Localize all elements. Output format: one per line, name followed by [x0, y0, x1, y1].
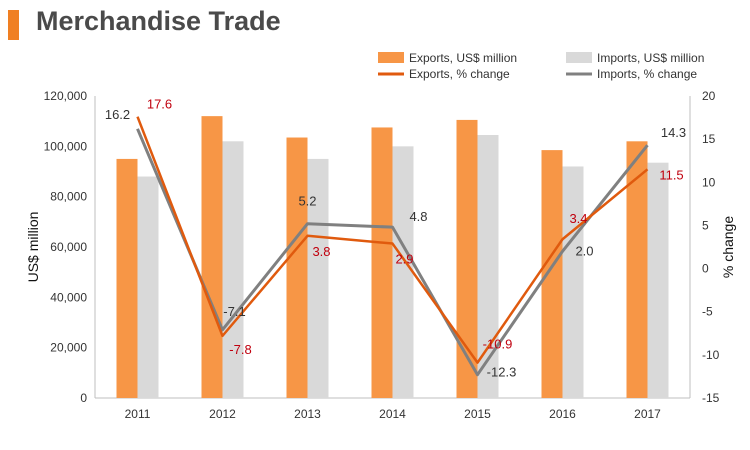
- imports-bar: [137, 176, 159, 398]
- legend-imports-bar-label: Imports, US$ million: [597, 51, 704, 65]
- exports-pct-label: 3.8: [312, 244, 330, 259]
- y2-tick-label: 0: [702, 262, 709, 276]
- legend-exports-bar-swatch: [378, 52, 404, 63]
- imports-bar: [647, 162, 669, 398]
- imports-pct-label: 4.8: [409, 209, 427, 224]
- x-tick-label: 2011: [125, 407, 151, 421]
- legend-imports-line-label: Imports, % change: [597, 67, 697, 81]
- exports-pct-label: -7.8: [229, 342, 251, 357]
- legend-exports-line-label: Exports, % change: [409, 67, 510, 81]
- exports-bar: [456, 119, 478, 399]
- imports-bar: [477, 135, 499, 398]
- imports-bar: [307, 158, 329, 398]
- y2-tick-label: -15: [702, 391, 720, 405]
- exports-bar: [541, 150, 563, 398]
- legend-exports-bar-label: Exports, US$ million: [409, 51, 517, 65]
- y-tick-label: 0: [80, 391, 87, 405]
- imports-pct-label: -7.1: [223, 304, 245, 319]
- y-axis-title: US$ million: [25, 212, 41, 283]
- exports-pct-label: 17.6: [147, 97, 172, 112]
- x-tick-label: 2013: [294, 407, 321, 421]
- y-tick-label: 60,000: [50, 240, 87, 254]
- imports-bar: [562, 166, 584, 398]
- y-tick-label: 20,000: [50, 341, 87, 355]
- y2-tick-label: 10: [702, 175, 716, 189]
- exports-pct-label: 3.4: [569, 211, 587, 226]
- exports-bar: [201, 116, 223, 398]
- exports-pct-label: 2.9: [395, 252, 413, 267]
- imports-pct-label: 5.2: [298, 194, 316, 209]
- imports-pct-label: -12.3: [487, 365, 517, 380]
- exports-pct-label: 11.5: [659, 167, 683, 182]
- x-tick-label: 2015: [464, 407, 491, 421]
- legend-imports-bar-swatch: [566, 52, 592, 63]
- imports-pct-line: [136, 128, 649, 377]
- y-tick-label: 100,000: [44, 139, 88, 153]
- exports-bar: [286, 137, 308, 398]
- page-title: Merchandise Trade: [36, 6, 281, 36]
- y2-tick-label: 20: [702, 89, 716, 103]
- y2-tick-label: -5: [702, 305, 713, 319]
- x-tick-label: 2017: [634, 407, 661, 421]
- imports-pct-label: 2.0: [575, 243, 593, 258]
- exports-bar: [116, 158, 138, 398]
- title-accent-bar: [8, 10, 19, 40]
- exports-bar: [626, 141, 648, 399]
- x-tick-label: 2014: [379, 407, 406, 421]
- exports-bar: [371, 127, 393, 398]
- imports-pct-label: 14.3: [661, 125, 686, 140]
- imports-bar: [222, 141, 244, 399]
- x-tick-label: 2012: [209, 407, 236, 421]
- exports-pct-label: -10.9: [483, 337, 513, 352]
- exports-pct-line: [136, 116, 649, 364]
- imports-bar: [392, 146, 414, 398]
- y-tick-label: 40,000: [50, 290, 87, 304]
- y-tick-label: 80,000: [50, 190, 87, 204]
- y-tick-label: 120,000: [44, 89, 88, 103]
- y2-axis-title: % change: [720, 216, 736, 278]
- imports-pct-label: 16.2: [105, 107, 130, 122]
- y2-tick-label: 5: [702, 218, 709, 232]
- y2-tick-label: -10: [702, 348, 720, 362]
- x-tick-label: 2016: [549, 407, 576, 421]
- y2-tick-label: 15: [702, 132, 716, 146]
